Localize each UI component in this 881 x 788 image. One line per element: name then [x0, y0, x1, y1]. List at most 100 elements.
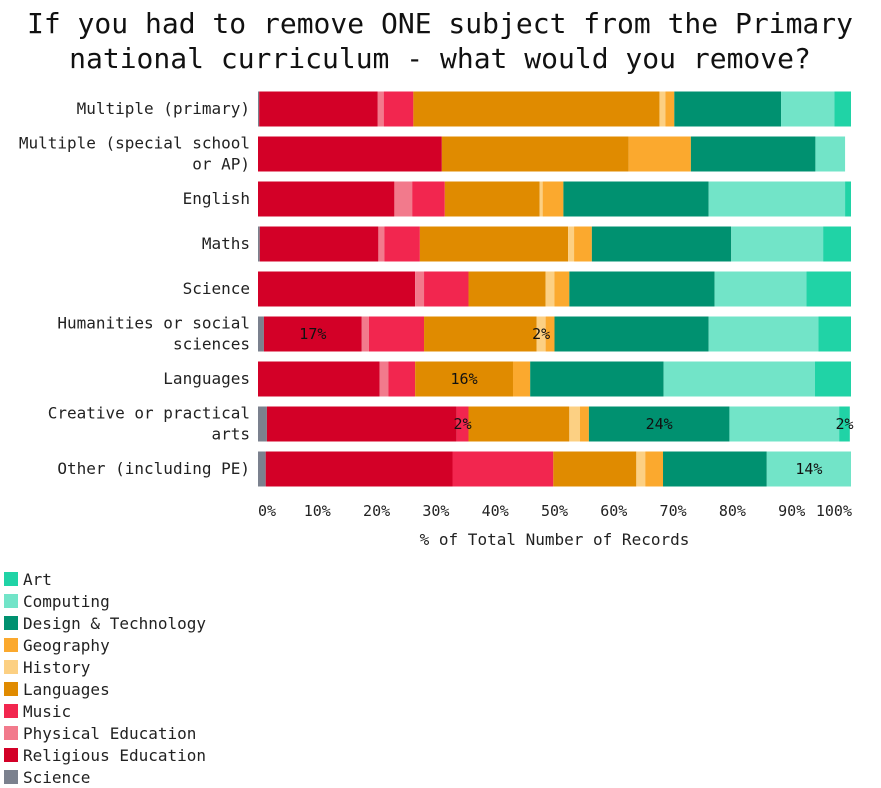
bar-segment-science	[258, 226, 260, 262]
category-label: arts	[211, 425, 250, 444]
bar-segment-history	[536, 316, 546, 352]
legend-item-religious-education: Religious Education	[4, 744, 206, 766]
bar-segment-design-technology	[569, 271, 715, 307]
data-label: 2%	[532, 325, 550, 343]
bar-segment-geography	[554, 271, 570, 307]
bar-segment-physical-education	[379, 361, 389, 397]
x-tick-label: 90%	[778, 502, 805, 520]
legend-label: Geography	[23, 635, 110, 655]
bar-segment-design-technology	[588, 406, 730, 442]
bar-segment-history	[636, 451, 646, 487]
bar-segment-design-technology	[563, 181, 709, 217]
bar-segment-music	[383, 91, 414, 127]
bar-segment-history	[568, 226, 575, 262]
bar-segment-religious-education	[259, 226, 379, 262]
bar-segment-geography	[574, 226, 592, 262]
bar-segment-computing	[714, 271, 807, 307]
x-tick-label: 40%	[482, 502, 509, 520]
bar-segment-computing	[708, 316, 819, 352]
category-label: Science	[183, 279, 250, 298]
bar-segment-languages	[424, 316, 537, 352]
bar-segment-music	[456, 406, 469, 442]
stacked-bar-chart: If you had to remove ONE subject from th…	[19, 7, 854, 549]
legend-swatch	[4, 660, 18, 674]
bar-segment-physical-education	[361, 316, 369, 352]
bar-segment-art	[806, 271, 851, 307]
legend-label: Science	[23, 767, 91, 787]
bar-segment-music	[452, 451, 554, 487]
bar-segment-religious-education	[265, 451, 453, 487]
data-label: 17%	[299, 325, 326, 343]
x-tick-label: 0%	[258, 502, 276, 520]
legend-swatch	[4, 572, 18, 586]
category-label: Other (including PE)	[57, 459, 250, 478]
bar-segment-physical-education	[378, 226, 385, 262]
bar-segment-geography	[545, 316, 555, 352]
bar-segment-languages	[415, 361, 513, 397]
bar-segment-religious-education	[258, 136, 442, 172]
bar-segment-science	[258, 451, 266, 487]
bar-segment-art	[834, 91, 851, 127]
bar-segment-art	[814, 361, 851, 397]
bar-segment-history	[545, 271, 555, 307]
bar-segment-religious-education	[258, 361, 380, 397]
x-tick-label: 80%	[719, 502, 746, 520]
legend-label: Religious Education	[23, 745, 207, 765]
bar-segment-design-technology	[690, 136, 816, 172]
bar-segment-languages	[468, 271, 546, 307]
data-label: 2%	[835, 415, 853, 433]
data-label: 24%	[646, 415, 673, 433]
bar-segment-design-technology	[663, 451, 767, 487]
legend-swatch	[4, 616, 18, 630]
category-label: Languages	[163, 369, 250, 388]
data-label: 2%	[454, 415, 472, 433]
bar-segment-computing	[731, 226, 824, 262]
legend-swatch	[4, 748, 18, 762]
legend-label: Art	[23, 569, 52, 589]
legend-swatch	[4, 726, 18, 740]
bar-segment-design-technology	[674, 91, 782, 127]
bar-segment-geography	[645, 451, 664, 487]
bar-segment-religious-education	[258, 271, 416, 307]
bar-segment-music	[384, 226, 420, 262]
bars	[258, 91, 851, 487]
x-tick-label: 60%	[600, 502, 627, 520]
bar-segment-geography	[542, 181, 564, 217]
bar-segment-design-technology	[554, 316, 709, 352]
bar-segment-computing	[766, 451, 851, 487]
x-tick-label: 30%	[422, 502, 449, 520]
bar-segment-design-technology	[591, 226, 732, 262]
bar-segment-music	[368, 316, 425, 352]
legend-item-music: Music	[4, 700, 206, 722]
bar-segment-science	[258, 406, 267, 442]
category-label: Humanities or social	[57, 314, 250, 333]
bar-segment-languages	[468, 406, 570, 442]
legend-swatch	[4, 682, 18, 696]
title-line: If you had to remove ONE subject from th…	[27, 7, 853, 40]
data-label: 14%	[795, 460, 822, 478]
category-labels: Multiple (primary) Multiple (special scho…	[19, 99, 250, 478]
legend-label: Music	[23, 701, 72, 721]
legend-label: Design & Technology	[23, 613, 207, 633]
x-tick-label: 50%	[541, 502, 568, 520]
bar-segment-languages	[441, 136, 629, 172]
legend-swatch	[4, 638, 18, 652]
x-tick-label: 70%	[660, 502, 687, 520]
bar-segment-art	[845, 181, 851, 217]
legend-label: History	[23, 657, 91, 677]
bar-segment-history	[539, 181, 543, 217]
x-tick-label: 10%	[304, 502, 331, 520]
bar-segment-geography	[579, 406, 589, 442]
x-axis-ticks: 0% 10% 20% 30% 40% 50% 60% 70% 80% 90% 100%	[258, 502, 852, 520]
legend-swatch	[4, 770, 18, 784]
legend-item-design-technology: Design & Technology	[4, 612, 206, 634]
x-tick-label: 20%	[363, 502, 390, 520]
legend-label: Computing	[23, 591, 110, 611]
legend-item-computing: Computing	[4, 590, 206, 612]
legend-item-physical-education: Physical Education	[4, 722, 206, 744]
bar-segment-physical-education	[394, 181, 413, 217]
legend-item-art: Art	[4, 568, 206, 590]
category-label: English	[183, 189, 250, 208]
bar-segment-music	[424, 271, 469, 307]
bar-segment-computing	[663, 361, 815, 397]
